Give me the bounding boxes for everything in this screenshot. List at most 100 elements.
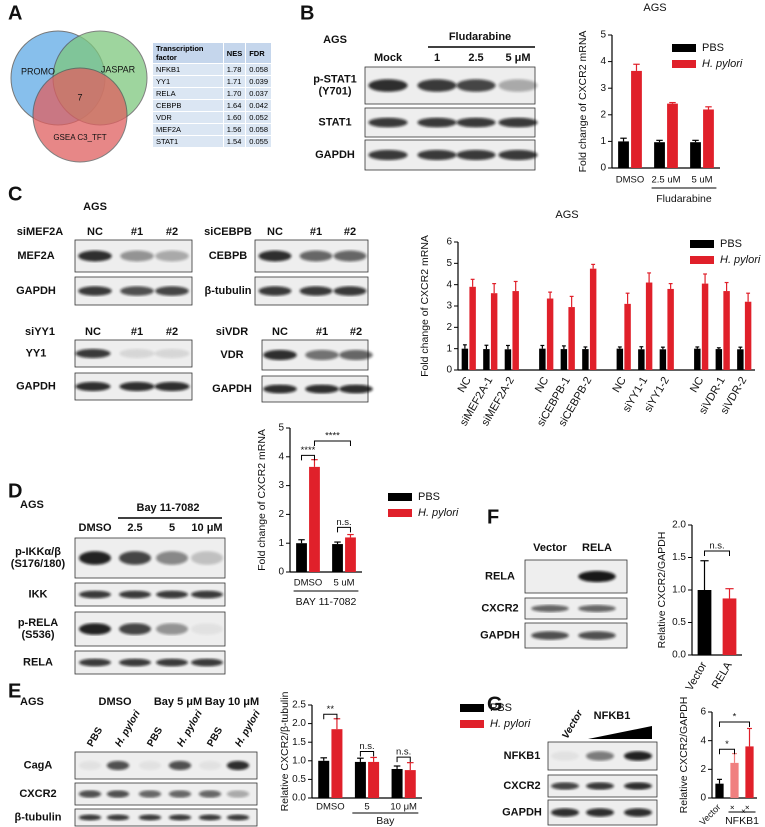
table-row: YY1 1.71 0.039 xyxy=(152,75,272,88)
y-tick-label: 1 xyxy=(278,538,284,549)
venn-label: GSEA C3_TFT xyxy=(53,133,106,142)
y-tick-label: 0.0 xyxy=(672,650,686,661)
blot-band xyxy=(78,760,102,771)
lane-label: PBS xyxy=(205,725,225,749)
x-tick-label: NC xyxy=(456,375,474,395)
y-tick-label: 4 xyxy=(600,56,606,67)
blot-strip xyxy=(74,808,258,827)
x-tick-label: + xyxy=(727,802,738,813)
blot-band xyxy=(456,117,496,128)
blot-band xyxy=(578,604,616,613)
bar xyxy=(659,349,667,370)
row-label: β-tubulin xyxy=(204,285,251,297)
legend-swatch xyxy=(690,256,714,264)
panel-label: G xyxy=(487,693,503,715)
tf-table: Transcription factor NES FDR NFKB1 1.78 0.05… xyxy=(152,42,272,148)
significance-label: * xyxy=(725,739,729,750)
blot-band xyxy=(156,590,188,599)
table-cell: 0.055 xyxy=(245,135,272,148)
bar xyxy=(568,307,575,370)
significance-label: * xyxy=(733,712,737,723)
blot-band xyxy=(138,814,162,821)
x-tick-label: 2.5 uM xyxy=(651,175,680,186)
row-label: CXCR2 xyxy=(481,602,518,614)
blot-band xyxy=(168,814,192,821)
table-cell: 1.71 xyxy=(222,75,247,88)
row-label: CXCR2 xyxy=(19,788,56,800)
lane-label: #2 xyxy=(166,226,178,238)
row-label: CXCR2 xyxy=(503,780,540,792)
blot-band xyxy=(368,117,408,128)
y-tick-label: 2 xyxy=(600,109,606,120)
x-tick-label: NC xyxy=(610,375,628,395)
blot-band xyxy=(191,590,223,599)
lane-label: Vector xyxy=(560,708,585,741)
y-tick-label: 6 xyxy=(700,707,706,718)
table-cell: 0.039 xyxy=(245,75,272,88)
bar xyxy=(589,268,597,370)
x-tick-label: DMSO xyxy=(294,578,323,589)
chart-title: AGS xyxy=(643,2,666,14)
significance-label: **** xyxy=(301,445,316,456)
blot-header: siMEF2A xyxy=(17,226,64,238)
blot-band xyxy=(119,381,155,392)
panel-label: D xyxy=(8,480,22,502)
blot-band xyxy=(138,760,162,771)
table-header: Transcription factor NES FDR xyxy=(152,42,272,64)
bar xyxy=(703,109,714,168)
significance-bracket xyxy=(719,748,735,755)
row-label: β-tubulin xyxy=(14,811,61,823)
blot-band xyxy=(258,250,292,262)
blot-band xyxy=(339,384,373,394)
blot-band xyxy=(498,117,538,128)
significance-label: n.s. xyxy=(359,741,374,752)
row-label: p-STAT1 xyxy=(313,73,357,85)
bar xyxy=(722,598,737,655)
panel-label: E xyxy=(8,680,21,702)
table-cell: YY1 xyxy=(152,75,224,88)
table-cell: CEBPB xyxy=(152,99,224,112)
blot-band xyxy=(79,551,111,565)
bar xyxy=(701,283,709,370)
table-cell: 1.60 xyxy=(222,111,247,124)
y-tick-label: 2 xyxy=(278,509,284,520)
table-cell: 0.037 xyxy=(245,87,272,100)
row-label: GAPDH xyxy=(16,285,56,297)
legend-label: H. pylori xyxy=(702,58,743,70)
bar xyxy=(694,348,701,370)
blot-band xyxy=(78,790,102,798)
blot-band xyxy=(305,384,339,394)
y-tick-label: 5 xyxy=(446,258,452,269)
blot-strip xyxy=(74,782,258,806)
blot-band xyxy=(456,79,496,92)
row-label: CagA xyxy=(24,759,53,771)
lane-label: 5 μM xyxy=(505,52,530,64)
x-tick-label: Vector xyxy=(697,802,722,827)
y-axis-label: Fold change of CXCR2 mRNA xyxy=(577,31,589,173)
y-tick-label: 0 xyxy=(600,163,606,174)
blot-band xyxy=(168,760,192,771)
x-tick-label: 5 uM xyxy=(333,578,354,589)
blot-band xyxy=(368,149,408,161)
chart-title: AGS xyxy=(555,209,578,221)
blot-header: Bay 10 μM xyxy=(205,696,259,708)
x-tick-label: DMSO xyxy=(616,175,645,186)
x-tick-label: 10 μM xyxy=(390,802,417,813)
row-label: RELA xyxy=(485,570,515,582)
y-tick-label: 2.5 xyxy=(292,700,306,711)
table-cell: 1.78 xyxy=(222,63,247,76)
group-label: BAY 11-7082 xyxy=(296,596,357,608)
blot-band xyxy=(263,384,297,394)
bar xyxy=(296,543,307,572)
row-label: (Y701) xyxy=(318,85,351,97)
bar xyxy=(331,729,343,798)
blot-band xyxy=(78,250,112,262)
bar xyxy=(667,288,674,370)
row-label: CEBPB xyxy=(209,250,248,262)
y-tick-label: 2.0 xyxy=(672,520,686,531)
blot-band xyxy=(119,348,155,359)
lane-label: 10 μM xyxy=(191,522,222,534)
blot-band xyxy=(299,250,333,262)
lane-label: 2.5 xyxy=(127,522,142,534)
